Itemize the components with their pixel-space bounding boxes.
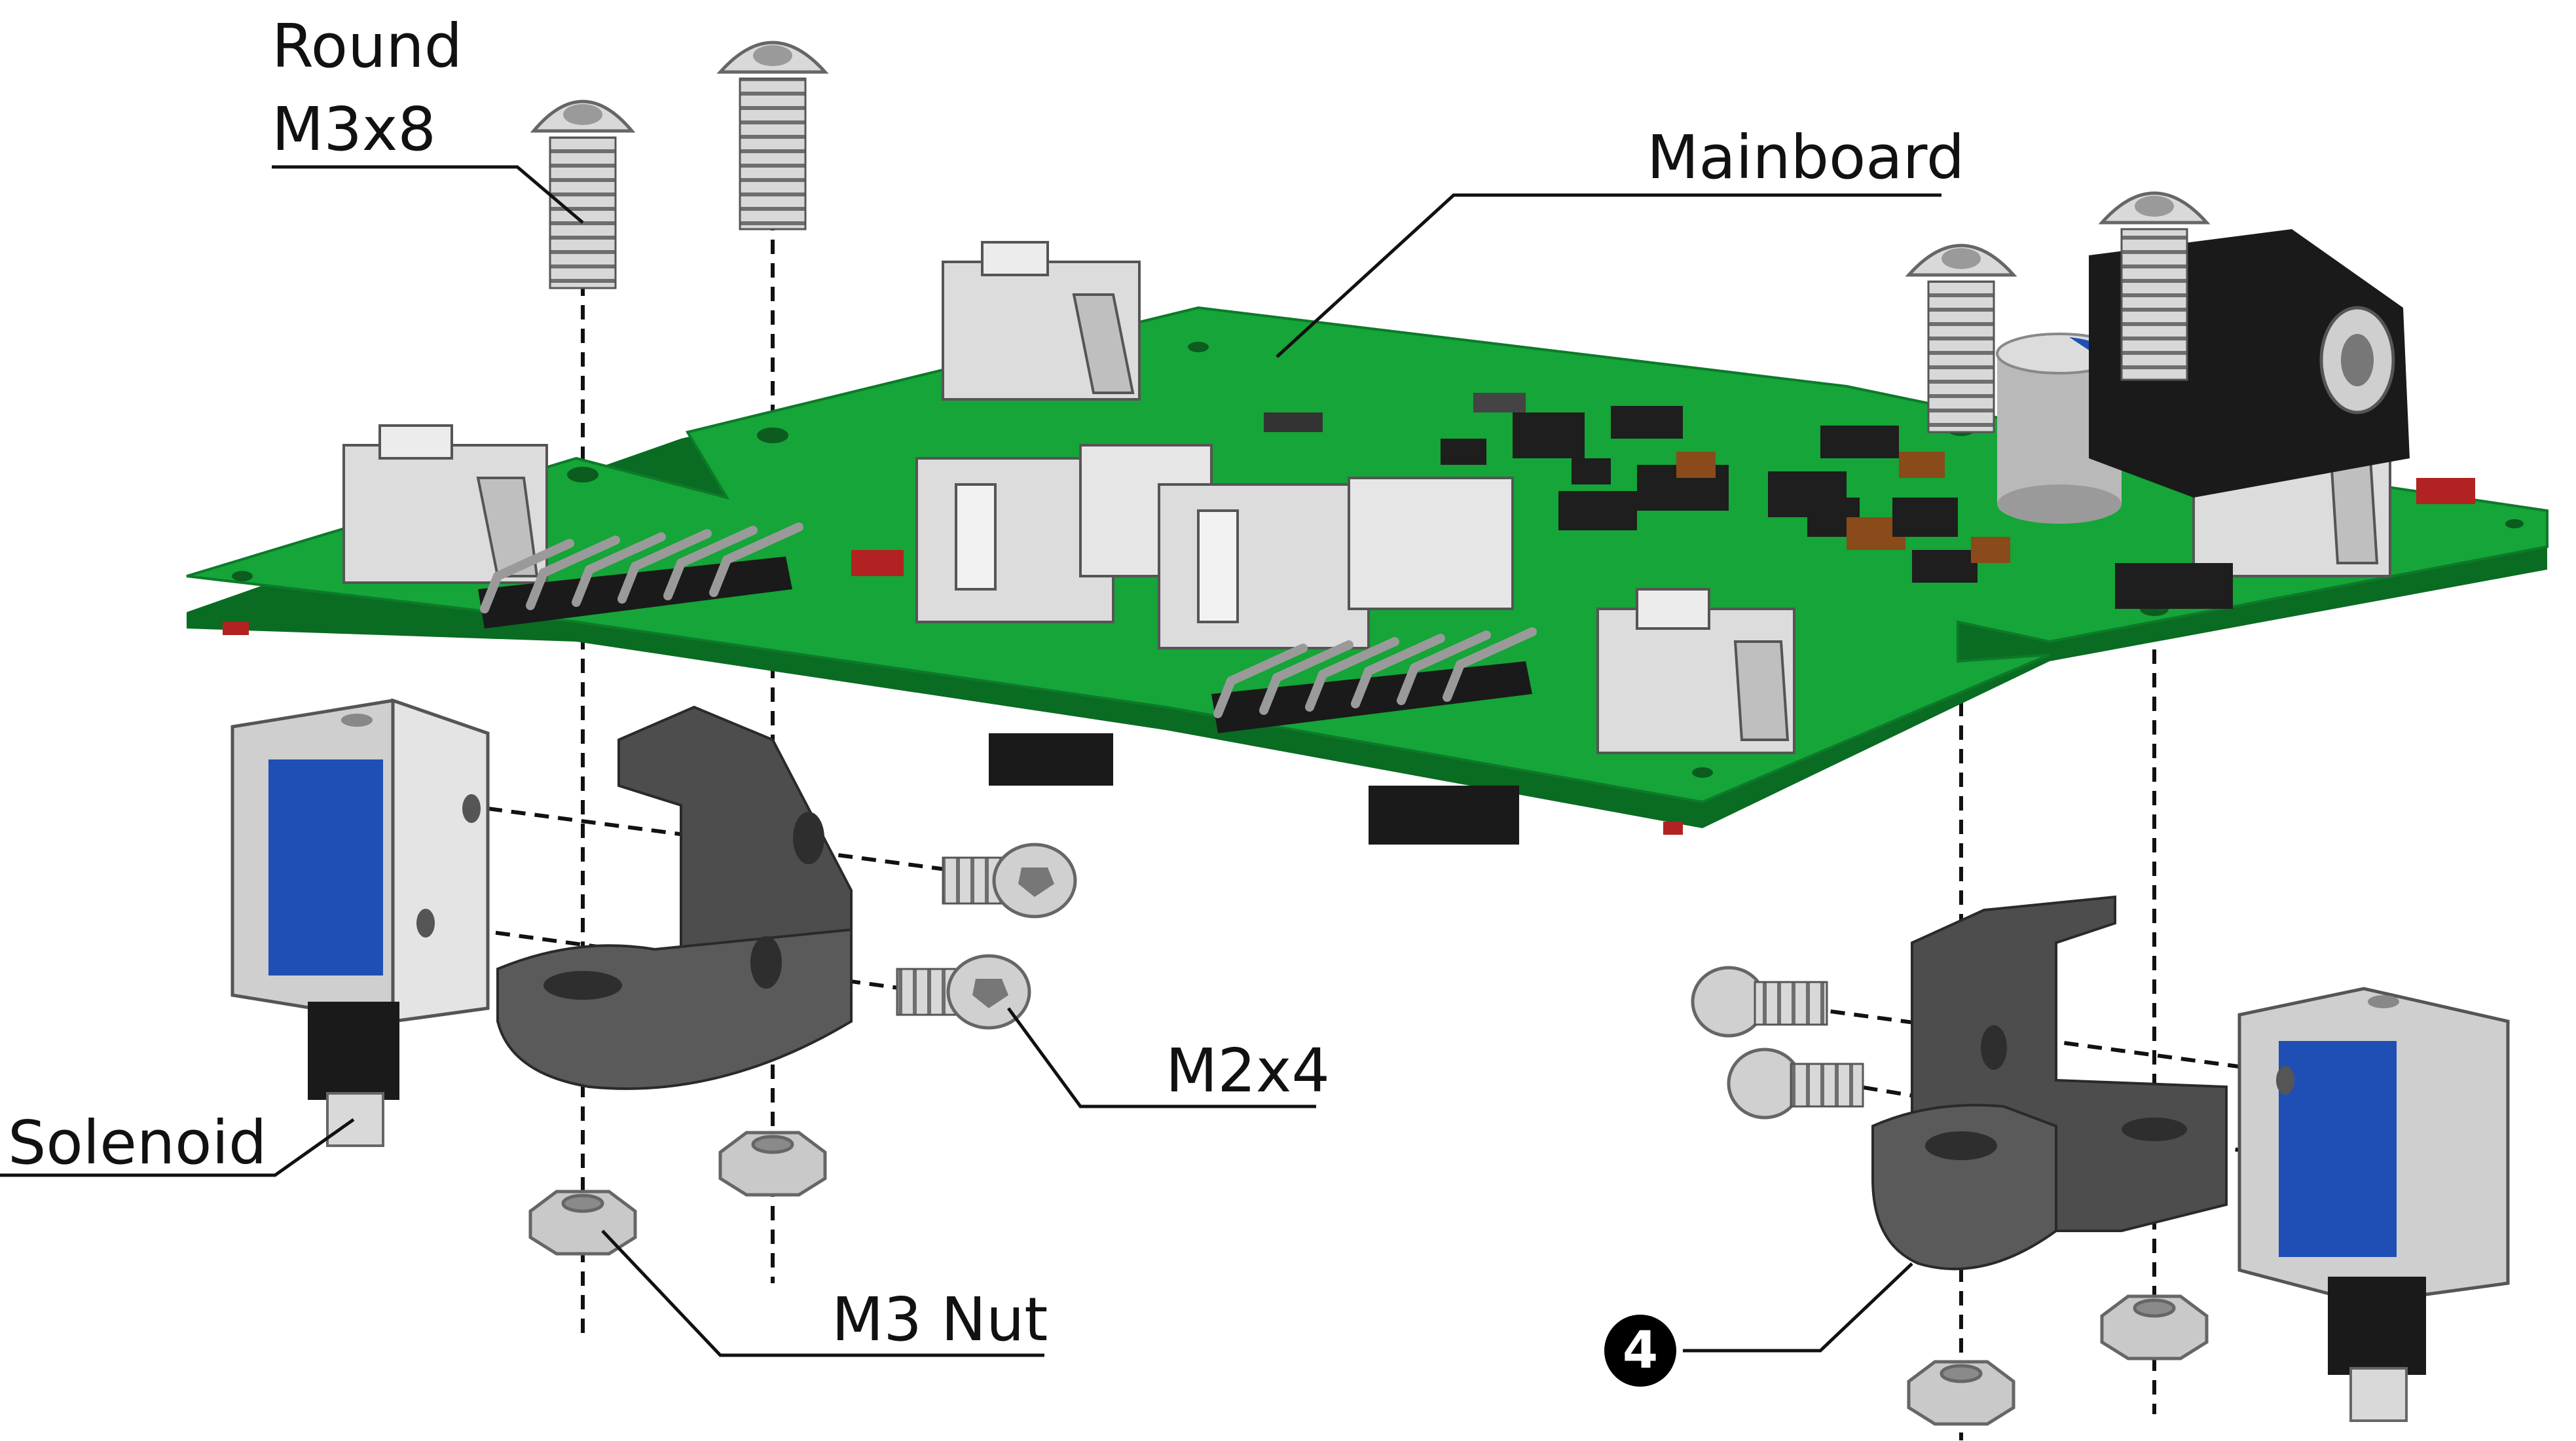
round-screw-3	[1905, 244, 2017, 433]
step-number-badge: 4	[1604, 1315, 1676, 1387]
label-m3x8: M3x8	[272, 94, 436, 164]
jst-connectors	[342, 241, 2391, 754]
m3-nut-3	[1907, 1360, 2015, 1426]
bracket-right	[1871, 895, 2228, 1271]
m2-screw-right-lower	[1727, 1048, 1864, 1120]
label-round: Round	[272, 11, 463, 81]
label-mainboard: Mainboard	[1647, 122, 1965, 192]
connector-front	[1596, 588, 1795, 754]
leader-solenoid	[0, 1118, 355, 1177]
pin-header-front	[1211, 627, 1537, 733]
round-screw-2	[716, 41, 829, 230]
m3-nut-1	[528, 1190, 637, 1256]
m3-nut-2	[718, 1131, 827, 1197]
label-m2x4: M2x4	[1166, 1036, 1330, 1106]
leader-step-4	[1683, 1262, 1913, 1353]
round-screw-1	[530, 100, 636, 289]
label-solenoid: Solenoid	[8, 1108, 267, 1178]
connector-left	[342, 424, 548, 584]
smd-components	[223, 393, 2475, 845]
m2-screw-left-upper	[942, 843, 1077, 919]
leader-round-screw	[272, 165, 584, 224]
leader-m3-nut	[601, 1230, 1044, 1357]
solenoid-right	[2237, 987, 2510, 1422]
m2-screw-left-lower	[896, 954, 1031, 1030]
solenoid-left	[230, 698, 490, 1147]
bracket-left	[496, 705, 853, 1090]
connector-center-2	[1158, 477, 1514, 649]
electrolytic-capacitor	[1996, 333, 2123, 524]
connector-top-left	[942, 241, 1141, 401]
pin-header-left	[478, 522, 803, 629]
leader-m2x4	[1006, 1007, 1316, 1108]
leader-lines	[0, 165, 1941, 1357]
round-screw-4	[2098, 191, 2211, 381]
m2-screw-right-upper	[1691, 966, 1828, 1038]
label-m3-nut: M3 Nut	[832, 1285, 1048, 1355]
m3-nut-4	[2100, 1294, 2209, 1360]
leader-mainboard	[1276, 193, 1941, 358]
